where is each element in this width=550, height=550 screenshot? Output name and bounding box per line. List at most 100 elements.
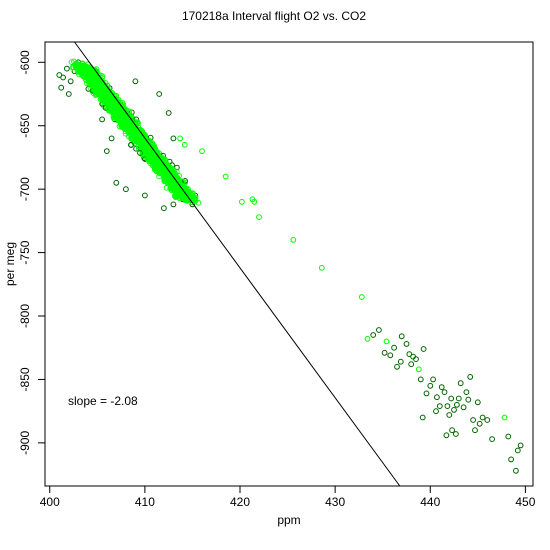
data-point-dark bbox=[457, 380, 464, 387]
data-point-dark bbox=[484, 417, 491, 423]
x-axis: 400 410 420 430 440 450 bbox=[40, 486, 536, 509]
cluster-point-light bbox=[123, 118, 130, 125]
cluster-point-light bbox=[141, 150, 147, 157]
data-point-dark bbox=[434, 394, 440, 401]
data-point-light bbox=[358, 294, 365, 300]
cluster-point-light bbox=[115, 103, 122, 110]
x-tick-label: 450 bbox=[515, 495, 535, 509]
cluster-point-light bbox=[85, 69, 92, 76]
cluster-point-light bbox=[152, 158, 159, 164]
y-tick-label: -850 bbox=[18, 367, 32, 391]
cluster-point-dark bbox=[137, 150, 143, 156]
data-point-dark bbox=[430, 376, 437, 383]
data-point-dark bbox=[472, 427, 478, 434]
y-tick-label: -650 bbox=[18, 113, 32, 137]
cluster-point-light bbox=[109, 103, 116, 110]
cluster-point-light bbox=[172, 184, 178, 190]
data-point-dark bbox=[64, 65, 70, 72]
data-point-dark bbox=[397, 358, 404, 365]
data-point-dark bbox=[113, 179, 120, 186]
data-point-dark bbox=[508, 456, 515, 463]
data-point-dark bbox=[170, 201, 177, 208]
data-point-dark bbox=[438, 384, 445, 391]
data-point-dark bbox=[514, 447, 521, 454]
data-point-light bbox=[383, 338, 390, 345]
cluster-point-dark bbox=[147, 134, 154, 141]
cluster-point-light bbox=[134, 119, 141, 126]
cluster-point-light bbox=[154, 165, 161, 172]
cluster-point-light bbox=[93, 80, 100, 87]
chart-title: 170218a Interval flight O2 vs. CO2 bbox=[182, 9, 366, 23]
slope-annotation: slope = -2.08 bbox=[68, 394, 138, 408]
cluster-point-light bbox=[159, 163, 166, 170]
data-point-dark bbox=[408, 361, 415, 368]
data-point-dark bbox=[419, 414, 426, 421]
data-point-dark bbox=[436, 403, 443, 410]
data-point-dark bbox=[103, 148, 110, 155]
cluster-point-light bbox=[158, 157, 164, 163]
data-point-dark bbox=[376, 327, 382, 333]
cluster-point-light bbox=[105, 107, 112, 114]
data-point-dark bbox=[391, 344, 398, 351]
data-point-light bbox=[199, 148, 205, 155]
x-tick-label: 430 bbox=[325, 495, 345, 509]
data-point-light bbox=[364, 335, 371, 342]
data-point-light bbox=[415, 366, 422, 373]
data-point-dark bbox=[170, 135, 177, 142]
x-tick-label: 400 bbox=[40, 495, 60, 509]
cluster-point-light bbox=[166, 178, 173, 185]
data-point-dark bbox=[417, 376, 424, 383]
cluster-point-light bbox=[110, 98, 117, 105]
data-point-light bbox=[318, 264, 325, 271]
data-point-dark bbox=[451, 407, 457, 413]
cluster-point-light bbox=[90, 79, 97, 85]
data-point-dark bbox=[479, 414, 486, 421]
cluster-point-light bbox=[144, 137, 151, 144]
cluster-point-light bbox=[120, 117, 126, 124]
data-point-dark bbox=[444, 403, 451, 410]
data-point-dark bbox=[427, 382, 434, 389]
data-point-dark bbox=[470, 417, 477, 423]
data-point-dark bbox=[403, 341, 410, 347]
data-point-dark bbox=[156, 91, 163, 97]
cluster-point-light bbox=[160, 172, 167, 179]
data-point-dark bbox=[142, 192, 148, 199]
data-point-dark bbox=[517, 442, 524, 449]
data-point-light bbox=[239, 198, 245, 205]
data-point-light bbox=[290, 237, 297, 243]
data-point-dark bbox=[513, 467, 519, 474]
data-point-dark bbox=[476, 420, 483, 427]
cluster-point-light bbox=[147, 154, 153, 161]
data-point-dark bbox=[410, 353, 417, 360]
cluster-point-light bbox=[121, 106, 128, 112]
data-point-dark bbox=[108, 135, 115, 142]
cluster-point-light bbox=[83, 76, 90, 83]
plot-frame bbox=[44, 41, 534, 487]
y-tick-label: -800 bbox=[18, 304, 32, 328]
data-point-dark bbox=[489, 436, 496, 443]
data-point-dark bbox=[161, 205, 167, 212]
cluster-point-light bbox=[175, 179, 182, 186]
data-point-dark bbox=[454, 401, 460, 408]
cluster-point-light bbox=[149, 159, 155, 165]
cluster-point-light bbox=[169, 179, 176, 185]
cluster-point-light bbox=[71, 58, 77, 65]
data-point-dark bbox=[441, 389, 448, 396]
cluster-point-light bbox=[72, 62, 78, 69]
data-point-dark bbox=[446, 412, 453, 418]
data-point-dark bbox=[474, 399, 481, 406]
cluster-point-light bbox=[95, 90, 101, 96]
dense-cluster-layer bbox=[68, 58, 202, 206]
data-point-dark bbox=[505, 433, 512, 440]
cluster-point-light bbox=[98, 90, 105, 96]
data-point-dark bbox=[58, 84, 65, 91]
data-point-light bbox=[222, 173, 229, 180]
data-point-dark bbox=[67, 78, 74, 85]
cluster-point-light bbox=[74, 61, 81, 68]
data-point-dark bbox=[394, 363, 400, 370]
cluster-point-dark bbox=[182, 178, 189, 184]
x-tick-label: 440 bbox=[420, 495, 440, 509]
cluster-point-light bbox=[163, 184, 170, 191]
data-point-light bbox=[177, 135, 184, 142]
cluster-point-light bbox=[179, 191, 186, 198]
